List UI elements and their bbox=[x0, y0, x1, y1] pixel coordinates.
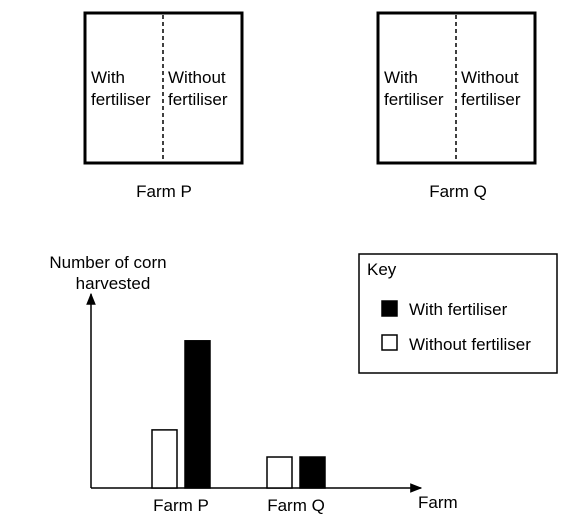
bar-farm-q-without-fertiliser bbox=[266, 456, 293, 489]
farm-q-right-label-1: Without bbox=[461, 68, 519, 87]
farm-q-right-label-2: fertiliser bbox=[461, 90, 521, 109]
x-tick-label-farm-q: Farm Q bbox=[267, 496, 325, 515]
x-axis-label: Farm bbox=[418, 493, 458, 512]
legend-swatch-without-fertiliser bbox=[381, 334, 398, 351]
farm-p-right-label-2: fertiliser bbox=[168, 90, 228, 109]
farm-q-left-label-1: With bbox=[384, 68, 418, 87]
bars bbox=[151, 340, 326, 489]
farm-p-left-label-1: With bbox=[91, 68, 125, 87]
farm-p-left-label-2: fertiliser bbox=[91, 90, 151, 109]
legend: Key With fertiliser Without fertiliser bbox=[358, 253, 558, 374]
y-axis-label-line-2: harvested bbox=[76, 274, 151, 293]
legend-label-without-fertiliser: Without fertiliser bbox=[409, 335, 531, 354]
farm-q-left-label-2: fertiliser bbox=[384, 90, 444, 109]
bar-farm-p-without-fertiliser bbox=[151, 429, 178, 489]
legend-swatch-with-fertiliser bbox=[381, 300, 398, 317]
farm-p-field bbox=[83, 11, 244, 165]
bar-farm-q-with-fertiliser bbox=[299, 456, 326, 489]
x-tick-label-farm-p: Farm P bbox=[153, 496, 209, 515]
farm-q-diagram: With fertiliser Without fertiliser Farm … bbox=[376, 11, 537, 201]
farm-q-caption: Farm Q bbox=[429, 182, 487, 201]
legend-title: Key bbox=[367, 260, 397, 279]
legend-label-with-fertiliser: With fertiliser bbox=[409, 300, 508, 319]
farm-p-right-label-1: Without bbox=[168, 68, 226, 87]
farm-p-caption: Farm P bbox=[136, 182, 192, 201]
y-axis-label-line-1: Number of corn bbox=[49, 253, 166, 272]
bar-chart: Number of corn harvested Farm Farm P Far… bbox=[49, 253, 457, 515]
bar-farm-p-with-fertiliser bbox=[184, 340, 211, 489]
farm-q-field bbox=[376, 11, 537, 165]
farm-p-diagram: With fertiliser Without fertiliser Farm … bbox=[83, 11, 244, 201]
